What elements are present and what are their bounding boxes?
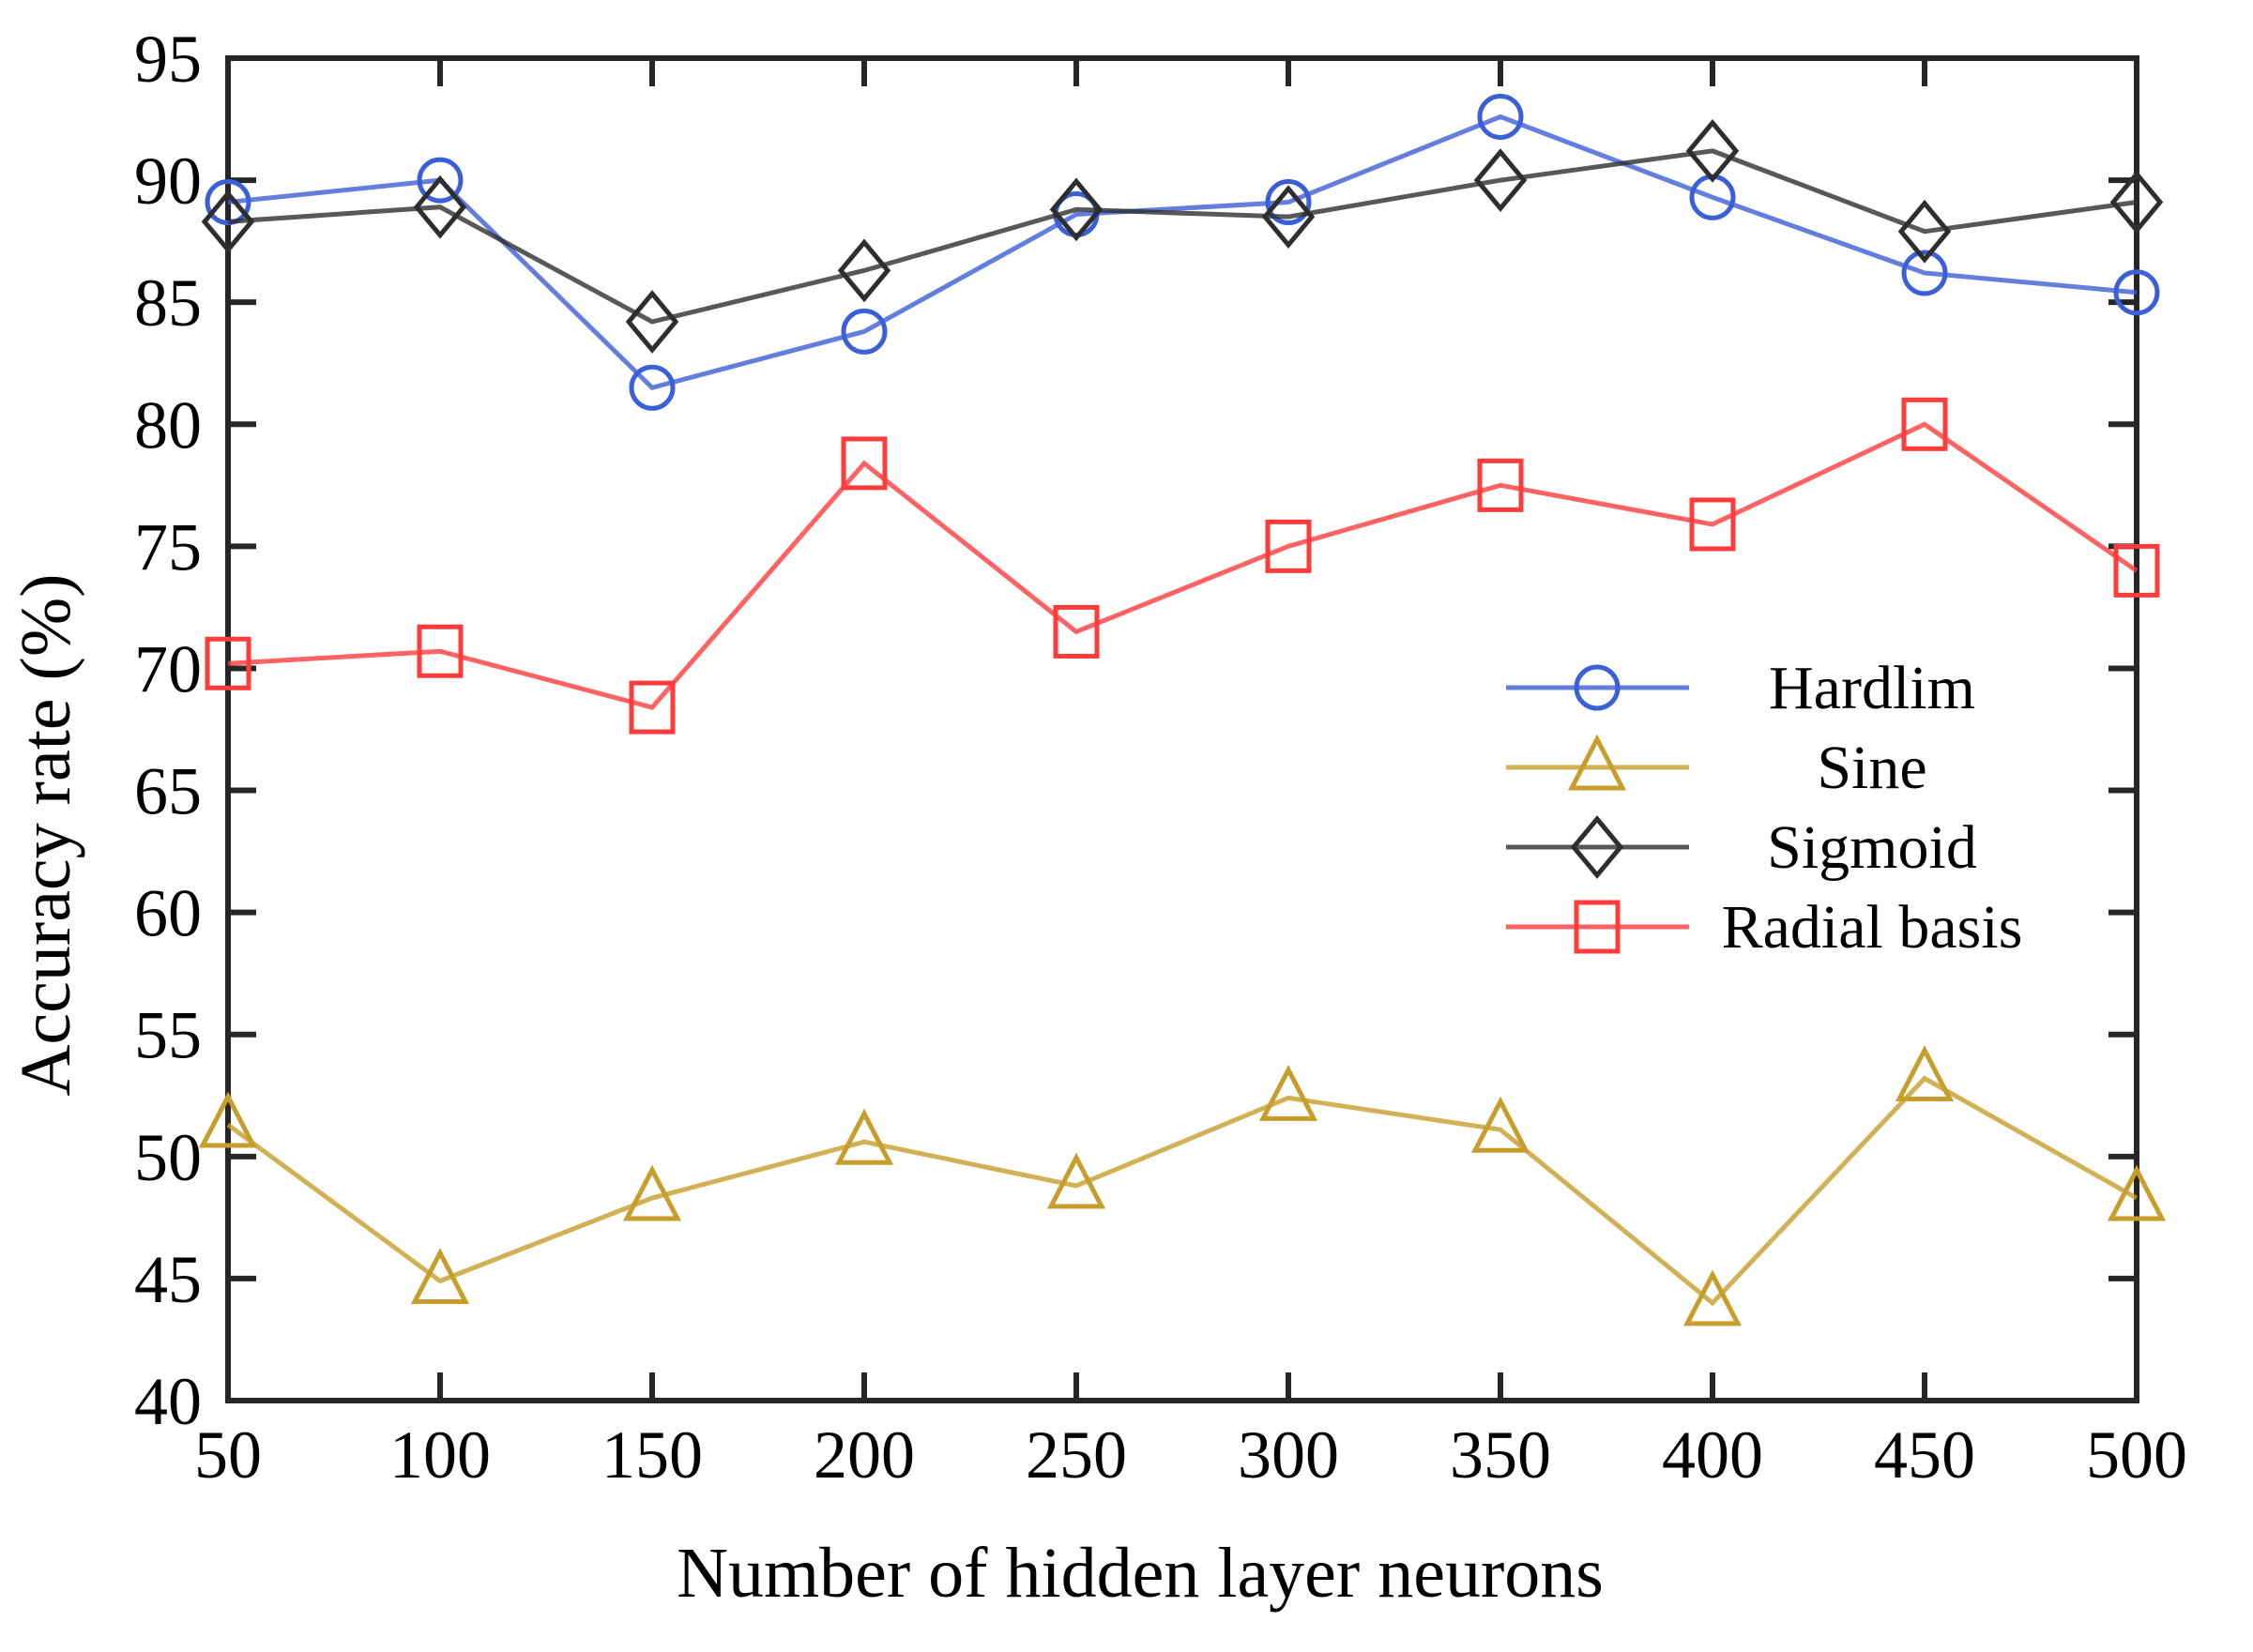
- sigmoid-marker: [2109, 170, 2164, 235]
- sigmoid-marker: [837, 238, 891, 303]
- sine-marker: [1895, 1045, 1955, 1102]
- series-line-radial-basis: [227, 421, 2139, 710]
- radial-basis-marker: [1477, 458, 1524, 512]
- x-tick-label: 250: [1026, 1417, 1127, 1493]
- hardlim-marker: [1477, 93, 1524, 140]
- x-axis-title: Number of hidden layer neurons: [677, 1534, 1604, 1613]
- legend-square-icon: [1574, 900, 1621, 954]
- legend-entry-hardlim: Hardlim: [1506, 654, 1975, 722]
- series-line-sigmoid: [227, 148, 2138, 325]
- legend-label: Hardlim: [1769, 654, 1975, 722]
- sine-marker: [1470, 1096, 1530, 1153]
- sine-marker: [622, 1164, 682, 1221]
- radial-basis-marker: [1053, 604, 1100, 659]
- sigmoid-marker: [1049, 177, 1104, 242]
- y-tick-label: 75: [134, 509, 202, 584]
- y-tick-label: 80: [134, 387, 202, 462]
- sigmoid-marker: [1473, 148, 1528, 212]
- series-sigmoid: [201, 118, 2164, 354]
- radial-basis-marker: [417, 624, 464, 678]
- sigmoid-marker: [1261, 185, 1316, 250]
- y-tick-label: 55: [134, 998, 202, 1073]
- series-radial-basis: [205, 397, 2160, 735]
- hardlim-marker: [1901, 250, 1948, 296]
- x-tick-label: 150: [601, 1417, 703, 1493]
- y-tick-label: 60: [134, 876, 202, 951]
- radial-basis-marker: [1689, 497, 1736, 552]
- sine-marker: [198, 1091, 258, 1148]
- series-sine: [198, 1045, 2167, 1326]
- legend-label: Sigmoid: [1767, 813, 1977, 882]
- sine-marker: [2107, 1164, 2167, 1221]
- hardlim-marker: [205, 179, 251, 226]
- legend-entry-radial-basis: Radial basis: [1506, 893, 2022, 962]
- y-tick-label: 95: [134, 22, 202, 97]
- legend-label: Radial basis: [1722, 893, 2023, 962]
- legend-diamond-icon: [1570, 815, 1624, 879]
- series-line-hardlim: [227, 114, 2138, 391]
- y-axis-title: Accuracy rate (%): [7, 574, 85, 1097]
- legend-circle-icon: [1574, 664, 1621, 711]
- sigmoid-marker: [625, 290, 679, 354]
- series-line-sine: [226, 1075, 2139, 1307]
- sigmoid-marker: [201, 189, 255, 254]
- sine-marker: [834, 1108, 894, 1165]
- hardlim-marker: [2113, 269, 2160, 316]
- legend: Hardlim Sine Sigmoid Radial basis: [1506, 654, 2022, 962]
- legend-entry-sigmoid: Sigmoid: [1506, 813, 1977, 882]
- axes-layer: 50 100 150 200 250 300 350 400 450 500 40 45 50 55 60 6…: [134, 22, 2187, 1493]
- x-tick-label: 300: [1238, 1417, 1339, 1493]
- x-tick-label: 400: [1662, 1417, 1763, 1493]
- hardlim-marker: [417, 157, 464, 204]
- y-tick-label: 85: [134, 265, 202, 341]
- y-tick-label: 50: [134, 1120, 202, 1195]
- radial-basis-marker: [629, 680, 676, 735]
- series-hardlim: [205, 93, 2160, 411]
- x-tick-label: 350: [1450, 1417, 1551, 1493]
- y-tick-label: 70: [134, 631, 202, 706]
- sine-marker: [410, 1248, 470, 1305]
- y-tick-label: 65: [134, 754, 202, 829]
- hardlim-marker: [841, 308, 888, 355]
- legend-triangle-icon: [1567, 734, 1627, 791]
- x-tick-label: 100: [389, 1417, 491, 1493]
- legend-entry-sine: Sine: [1506, 734, 1927, 802]
- radial-basis-marker: [2113, 543, 2160, 598]
- sigmoid-marker: [1685, 118, 1740, 183]
- radial-basis-marker: [205, 636, 251, 690]
- series-layer: [198, 93, 2167, 1326]
- sigmoid-marker: [413, 174, 467, 239]
- plot-border: [225, 55, 2139, 1403]
- radial-basis-marker: [841, 436, 888, 491]
- x-tick-label: 450: [1874, 1417, 1975, 1493]
- radial-basis-marker: [1901, 397, 1948, 451]
- x-tick-label: 200: [814, 1417, 915, 1493]
- sine-marker: [1046, 1152, 1106, 1209]
- y-tick-label: 90: [134, 144, 202, 219]
- radial-basis-marker: [1265, 519, 1312, 573]
- x-tick-label: 50: [194, 1417, 262, 1493]
- y-tick-label: 45: [134, 1242, 202, 1317]
- x-tick-label: 500: [2086, 1417, 2187, 1493]
- hardlim-marker: [629, 364, 676, 411]
- y-tick-label: 40: [134, 1364, 202, 1439]
- sigmoid-marker: [1897, 199, 1952, 264]
- sine-marker: [1258, 1064, 1318, 1121]
- hardlim-marker: [1265, 179, 1312, 226]
- sine-marker: [1682, 1269, 1743, 1326]
- legend-label: Sine: [1817, 734, 1926, 802]
